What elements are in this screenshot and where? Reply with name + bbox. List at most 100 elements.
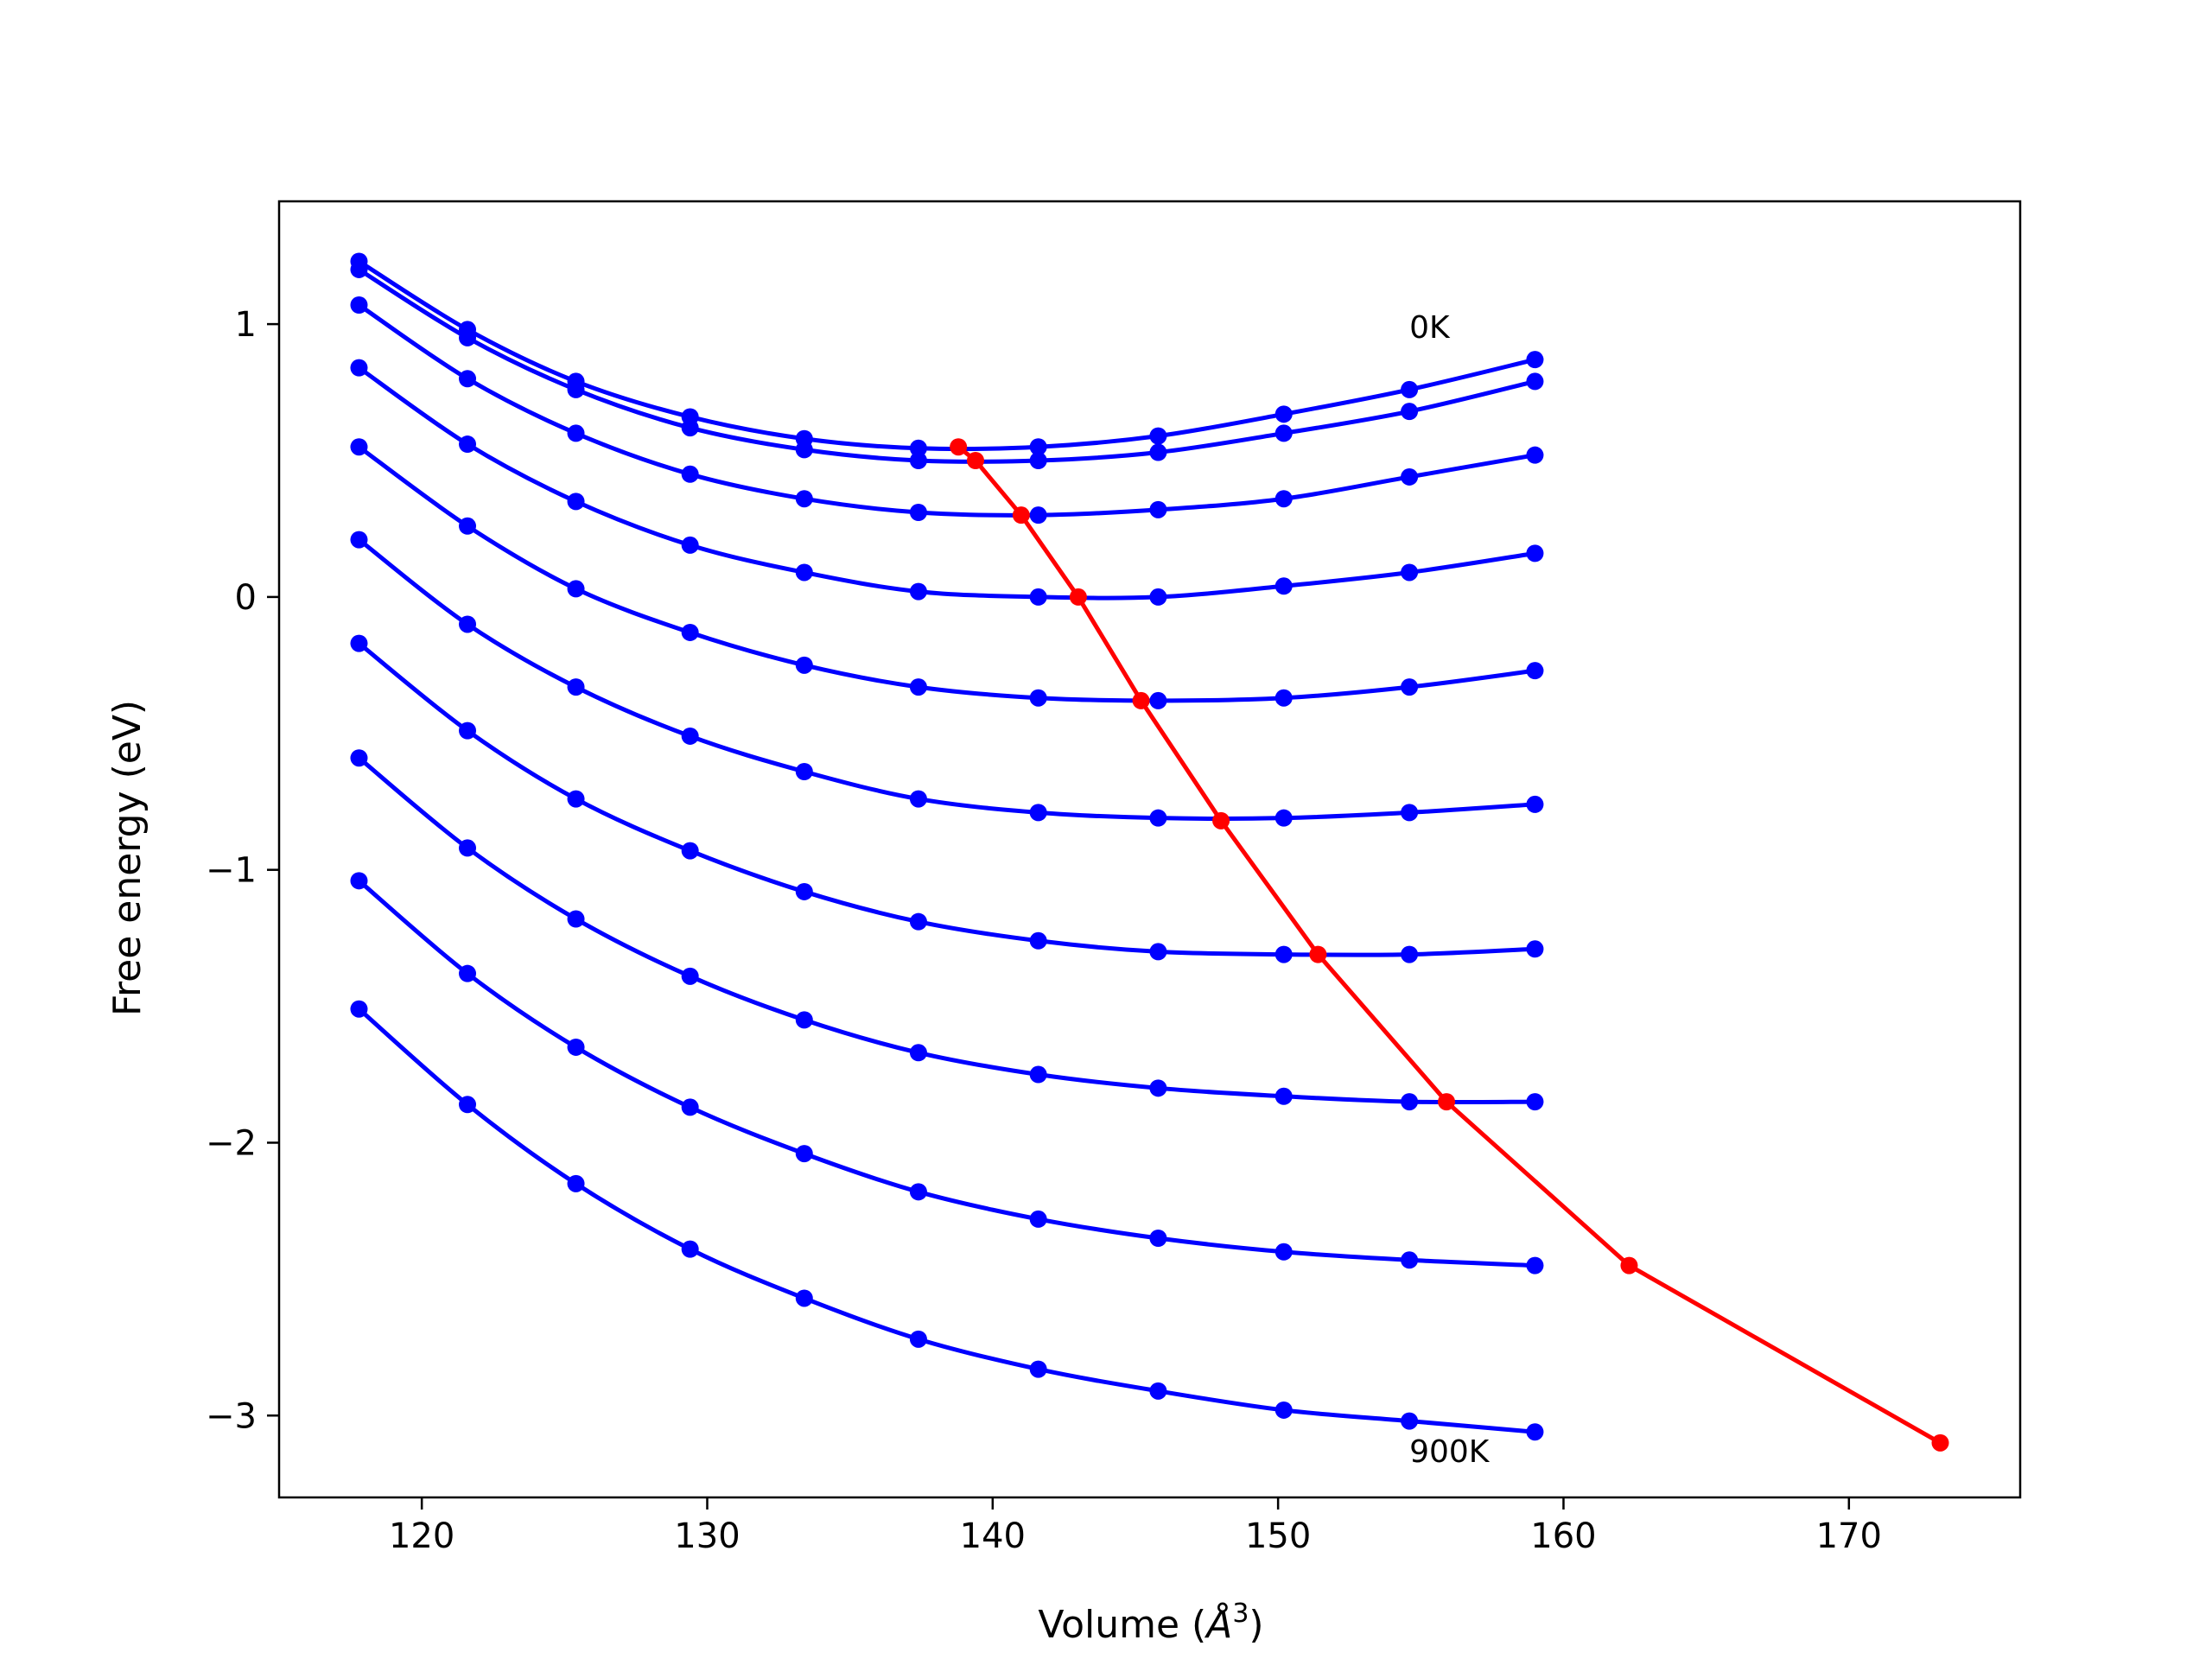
isotherm-point [350, 749, 368, 767]
isotherm-point [567, 380, 585, 398]
isotherm-point [1029, 689, 1047, 707]
isotherm-point [795, 1289, 813, 1307]
isotherm-point [1526, 940, 1544, 958]
x-tick-label: 160 [1530, 1516, 1596, 1556]
isotherm-point [1274, 689, 1293, 707]
y-tick-label: −2 [206, 1123, 257, 1163]
isotherm-point [1526, 544, 1544, 563]
minimum-point [1012, 506, 1030, 524]
isotherm-point [1149, 500, 1167, 518]
isotherm-point [1274, 1087, 1293, 1105]
isotherm-point [459, 435, 477, 454]
isotherm-point [1401, 467, 1419, 486]
isotherm-point [1149, 809, 1167, 827]
isotherm-point [350, 531, 368, 549]
isotherm-point [1401, 380, 1419, 398]
isotherm-point [1526, 446, 1544, 464]
isotherm-point [1526, 662, 1544, 680]
isotherm-point [1029, 438, 1047, 456]
isotherm-point [1149, 943, 1167, 961]
isotherm-series-3 [350, 359, 1544, 606]
isotherm-point [1029, 1210, 1047, 1228]
isotherm-point [1029, 452, 1047, 469]
isotherm-point [1526, 372, 1544, 391]
isotherm-point [1401, 1251, 1419, 1269]
isotherm-point [1149, 1382, 1167, 1400]
isotherm-point [350, 260, 368, 278]
isotherm-point [567, 910, 585, 928]
isotherm-point [1526, 795, 1544, 813]
isotherm-point [567, 1174, 585, 1192]
x-axis-label-close: ) [1249, 1603, 1263, 1647]
isotherm-point [1029, 804, 1047, 822]
y-tick-label: 0 [235, 578, 257, 618]
isotherm-point [567, 493, 585, 511]
isotherm-point [795, 490, 813, 508]
isotherm-point [1149, 427, 1167, 445]
annotation-900k: 900K [1409, 1434, 1491, 1470]
y-axis: 1 0 −1 −2 −3 [206, 305, 279, 1436]
series-layer [350, 252, 1544, 1441]
minimum-point [1438, 1093, 1456, 1111]
isotherm-point [567, 790, 585, 808]
isotherm-point [681, 623, 699, 641]
isotherm-point [795, 882, 813, 900]
isotherm-series-2 [350, 296, 1544, 524]
minimum-line [957, 445, 1942, 1446]
isotherm-point [350, 359, 368, 377]
isotherm-point [459, 328, 477, 346]
isotherm-point [681, 727, 699, 745]
isotherm-series-5 [350, 531, 1544, 827]
isotherm-point [1274, 1401, 1293, 1419]
isotherm-point [795, 441, 813, 459]
isotherm-point [909, 790, 927, 808]
isotherm-point [909, 912, 927, 931]
isotherm-point [350, 296, 368, 314]
isotherm-point [909, 452, 927, 469]
isotherm-point [1274, 809, 1293, 827]
y-tick-label: −1 [206, 851, 257, 891]
isotherm-point [681, 1240, 699, 1258]
x-tick-label: 120 [389, 1516, 454, 1556]
isotherm-point [909, 1183, 927, 1201]
isotherm-point [459, 370, 477, 388]
minimum-point [1309, 945, 1327, 963]
isotherm-series-4 [350, 438, 1544, 709]
isotherm-point [1029, 1360, 1047, 1378]
isotherm-point [459, 615, 477, 633]
isotherm-series-8 [350, 872, 1544, 1274]
minimum-point [1132, 691, 1150, 709]
isotherm-point [350, 438, 368, 456]
isotherm-point [1274, 1243, 1293, 1261]
x-tick-label: 140 [960, 1516, 1026, 1556]
minimum-point [1620, 1256, 1638, 1274]
annotation-0k: 0K [1409, 310, 1451, 346]
isotherm-point [1274, 577, 1293, 595]
isotherm-point [909, 678, 927, 696]
minimum-point [967, 452, 984, 469]
y-tick-label: −3 [206, 1396, 257, 1436]
isotherm-point [459, 517, 477, 535]
minimum-curve-layer [950, 438, 1949, 1452]
isotherm-point [1149, 691, 1167, 709]
isotherm-point [681, 1098, 699, 1116]
isotherm-point [1401, 1093, 1419, 1111]
minimum-point [950, 438, 968, 456]
isotherm-point [350, 1000, 368, 1018]
x-tick-label: 130 [674, 1516, 740, 1556]
isotherm-point [795, 1145, 813, 1163]
isotherm-point [567, 1038, 585, 1056]
isotherm-point [1274, 424, 1293, 442]
isotherm-point [350, 634, 368, 652]
isotherm-point [1526, 1423, 1544, 1441]
x-axis-label-unit: Å [1204, 1601, 1232, 1647]
isotherm-point [459, 721, 477, 740]
x-axis-label: Volume (Å3) [1038, 1599, 1263, 1647]
isotherm-point [681, 967, 699, 985]
minimum-point [1069, 588, 1087, 606]
x-axis-label-superscript: 3 [1232, 1599, 1249, 1629]
isotherm-point [681, 842, 699, 860]
isotherm-point [909, 504, 927, 521]
isotherm-point [1401, 678, 1419, 696]
y-axis-label: Free energy (eV) [105, 700, 149, 1016]
